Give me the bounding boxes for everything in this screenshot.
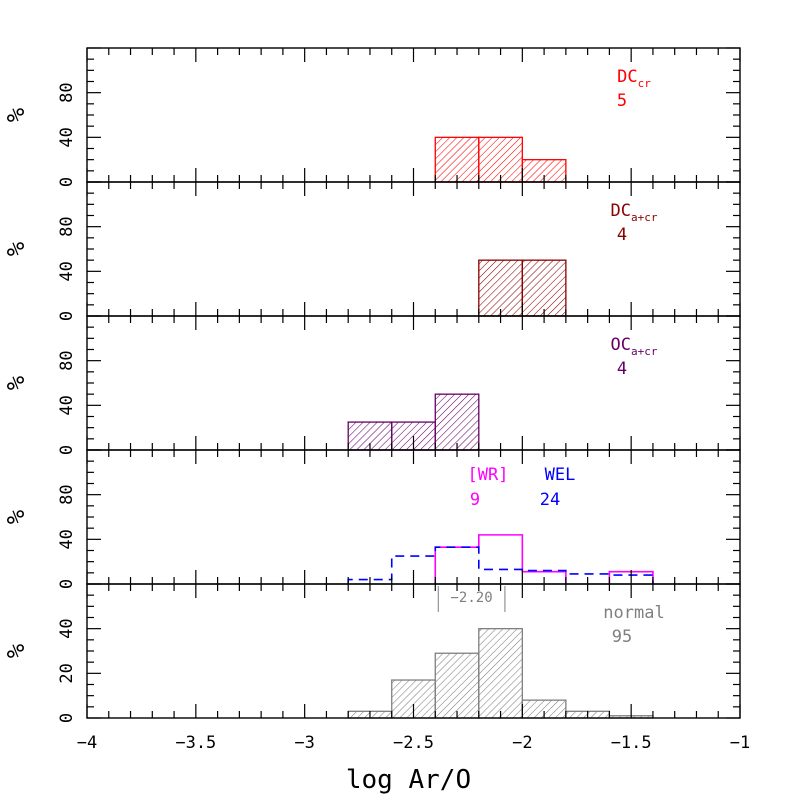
panel-label: DCcr — [617, 67, 651, 90]
y-tick-label: 80 — [57, 82, 77, 102]
panel-count: 5 — [617, 91, 627, 111]
y-tick-label: 0 — [57, 311, 77, 321]
y-tick-label: 80 — [57, 484, 77, 504]
y-tick-label: 0 — [57, 713, 77, 723]
y-tick-label: 40 — [57, 395, 77, 415]
series-line-wel — [347, 546, 654, 584]
panel-frame — [86, 47, 741, 183]
panel-count: 95 — [612, 627, 632, 647]
bar-DC_cr-1 — [478, 136, 523, 183]
x-axis-title: log Ar/O — [346, 765, 471, 795]
x-tick-label: −3 — [294, 733, 314, 753]
panel-OC_a+cr: 0 40 80% OCa+cr4 — [2, 315, 741, 455]
y-tick-label: 40 — [57, 127, 77, 147]
x-tick-label: −2 — [512, 733, 532, 753]
y-axis-label: % — [2, 241, 30, 256]
legend-label-0: [WR] — [468, 465, 509, 485]
bar-DC_a+cr-0 — [478, 259, 523, 317]
y-axis-label: % — [2, 509, 30, 524]
y-tick-label: 0 — [57, 579, 77, 589]
y-tick-label: 0 — [57, 177, 77, 187]
panel-count: 4 — [617, 225, 627, 245]
series-line-wr — [434, 534, 654, 584]
x-tick-label: −1 — [730, 733, 750, 753]
panel-label: normal — [603, 603, 664, 623]
panel-DC_a+cr: 0 40 80% DCa+cr4 — [2, 181, 741, 321]
bar-normal-2 — [434, 652, 480, 719]
panel-normal: 0 20 40% normal 95 −2.20 — [2, 583, 741, 723]
y-axis-label: % — [2, 375, 30, 390]
panel-frame — [86, 449, 741, 585]
legend-count-0: 9 — [470, 490, 480, 510]
y-tick-label: 40 — [57, 618, 77, 638]
x-tick-label: −3.5 — [175, 733, 216, 753]
panel-label: OCa+cr — [611, 335, 658, 358]
plot-area: 04080%DCcr504080%DCa+cr404080%OCa+cr4040… — [2, 47, 750, 795]
x-tick-label: −2.5 — [393, 733, 434, 753]
legend-count-1: 24 — [540, 490, 560, 510]
y-tick-label: 40 — [57, 261, 77, 281]
y-axis-label: % — [2, 107, 30, 122]
x-tick-label: −4 — [77, 733, 97, 753]
legend-label-1: WEL — [545, 465, 576, 485]
x-tick-label: −1.5 — [611, 733, 652, 753]
y-tick-label: 40 — [57, 529, 77, 549]
y-tick-label: 80 — [57, 216, 77, 236]
y-tick-label: 0 — [57, 445, 77, 455]
y-tick-label: 20 — [57, 663, 77, 683]
panel-count: 4 — [617, 359, 627, 379]
y-tick-label: 80 — [57, 350, 77, 370]
median-label: −2.20 — [451, 590, 493, 606]
y-axis-label: % — [2, 643, 30, 658]
bar-DC_cr-0 — [434, 136, 480, 183]
panel-frame — [86, 181, 741, 317]
panel-WR_WEL: 0 40 80% [WR] 9 WEL 24 — [2, 449, 741, 589]
bar-normal-3 — [478, 628, 523, 719]
bar-DC_a+cr-1 — [521, 259, 567, 317]
bar-OC_a+cr-2 — [434, 393, 480, 451]
panel-label: DCa+cr — [611, 201, 658, 224]
